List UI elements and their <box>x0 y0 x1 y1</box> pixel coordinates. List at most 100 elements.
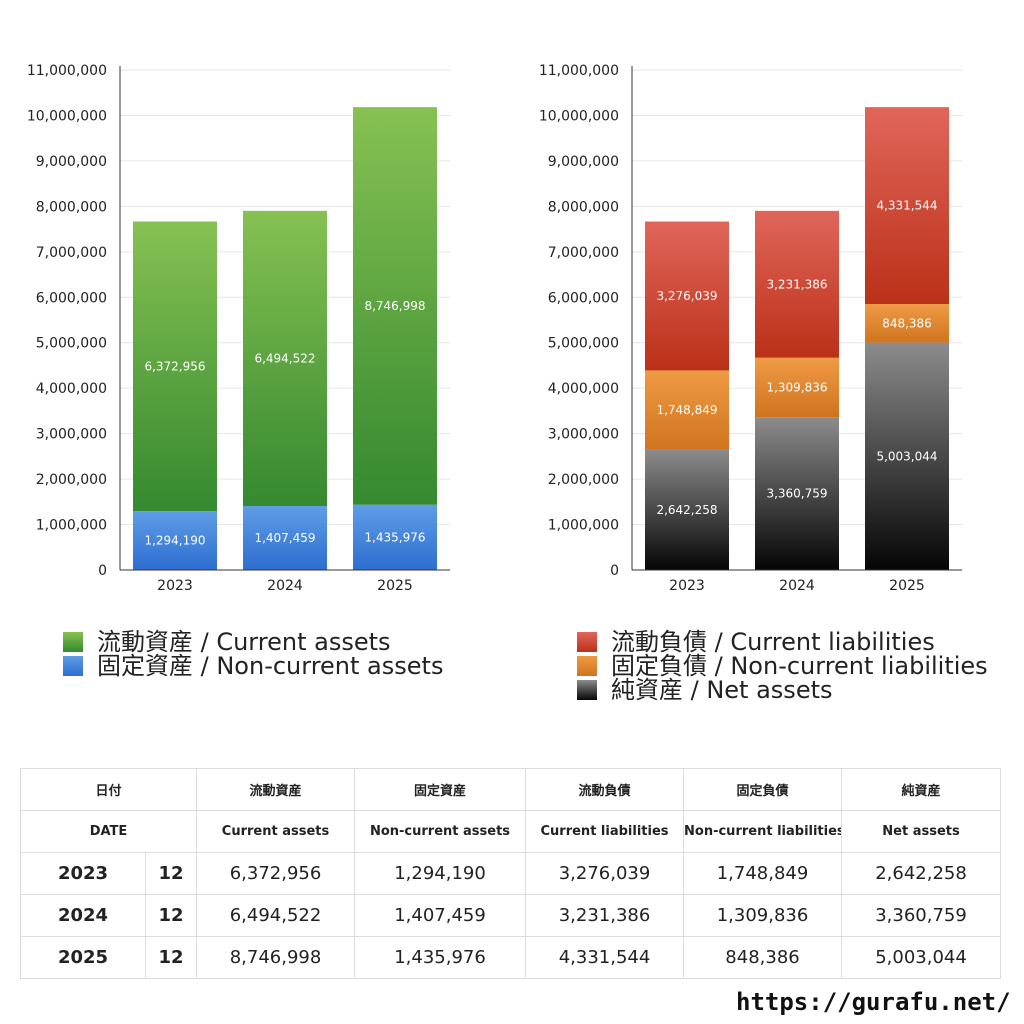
table-row: 2024 12 6,494,522 1,407,459 3,231,386 1,… <box>20 894 1002 937</box>
row-non-current-liabilities: 848,386 <box>683 936 843 979</box>
data-label-non-current-assets-2025: 1,435,976 <box>364 530 425 544</box>
legend-swatch-current-liabilities <box>577 632 597 652</box>
row-year: 2024 <box>20 894 146 937</box>
y-tick-label: 8,000,000 <box>548 199 619 215</box>
row-current-assets: 6,494,522 <box>196 894 356 937</box>
y-tick-label: 8,000,000 <box>36 199 107 215</box>
data-label-current-assets-2024: 6,494,522 <box>254 351 315 365</box>
y-tick-label: 7,000,000 <box>548 245 619 261</box>
table-row: 2023 12 6,372,956 1,294,190 3,276,039 1,… <box>20 852 1002 895</box>
row-year: 2025 <box>20 936 146 979</box>
header-current-assets-jp: 流動資産 <box>196 768 356 811</box>
legend-item-net-assets: 純資産 / Net assets <box>577 678 988 702</box>
legend-item-current-assets: 流動資産 / Current assets <box>63 630 443 654</box>
y-tick-label: 3,000,000 <box>548 427 619 443</box>
legend-label-net-assets: 純資産 / Net assets <box>611 676 833 704</box>
y-tick-label: 0 <box>610 563 619 579</box>
row-current-assets: 6,372,956 <box>196 852 356 895</box>
y-tick-label: 10,000,000 <box>27 108 107 124</box>
table-header-en: DATE Current assets Non-current assets C… <box>19 810 1002 853</box>
bar-current-liabilities-2023 <box>645 221 729 371</box>
row-non-current-liabilities: 1,748,849 <box>683 852 843 895</box>
y-tick-label: 2,000,000 <box>548 472 619 488</box>
data-label-current-assets-2023: 6,372,956 <box>144 359 205 373</box>
legend-label-non-current-liabilities: 固定負債 / Non-current liabilities <box>611 652 988 680</box>
y-tick-label: 7,000,000 <box>36 245 107 261</box>
row-month: 12 <box>144 936 198 979</box>
y-tick-label: 6,000,000 <box>36 290 107 306</box>
y-tick-label: 0 <box>98 563 107 579</box>
header-date-en: DATE <box>19 810 198 853</box>
y-tick-label: 11,000,000 <box>539 63 619 79</box>
row-non-current-liabilities: 1,309,836 <box>683 894 843 937</box>
bar-net-assets-2023 <box>645 449 729 570</box>
header-current-liabilities-en: Current liabilities <box>525 810 685 853</box>
legend-item-non-current-assets: 固定資産 / Non-current assets <box>63 654 443 678</box>
legend-label-current-liabilities: 流動負債 / Current liabilities <box>611 628 935 656</box>
row-current-liabilities: 3,231,386 <box>525 894 685 937</box>
row-current-assets: 8,746,998 <box>196 936 356 979</box>
x-tick-label: 2025 <box>889 578 925 594</box>
data-label-net-assets-2023: 2,642,258 <box>656 503 717 517</box>
legend-item-current-liabilities: 流動負債 / Current liabilities <box>577 630 988 654</box>
data-label-current-liabilities-2023: 3,276,039 <box>656 289 717 303</box>
y-tick-label: 5,000,000 <box>36 336 107 352</box>
legend-label-non-current-assets: 固定資産 / Non-current assets <box>97 652 444 680</box>
x-tick-label: 2023 <box>669 578 705 594</box>
bar-current-assets-2024 <box>243 210 327 507</box>
row-net-assets: 3,360,759 <box>841 894 1002 937</box>
bar-non-current-liabilities-2025 <box>865 304 949 343</box>
data-label-net-assets-2024: 3,360,759 <box>766 487 827 501</box>
x-tick-label: 2023 <box>157 578 193 594</box>
y-tick-label: 9,000,000 <box>36 154 107 170</box>
bar-net-assets-2025 <box>865 342 949 570</box>
legend-swatch-non-current-liabilities <box>577 656 597 676</box>
row-non-current-assets: 1,435,976 <box>354 936 527 979</box>
legend-label-current-assets: 流動資産 / Current assets <box>97 628 391 656</box>
y-tick-label: 4,000,000 <box>36 381 107 397</box>
row-current-liabilities: 4,331,544 <box>525 936 685 979</box>
y-tick-label: 10,000,000 <box>539 108 619 124</box>
bar-current-liabilities-2025 <box>865 107 949 305</box>
site-url: https://gurafu.net/ <box>736 988 1011 1016</box>
row-non-current-assets: 1,407,459 <box>354 894 527 937</box>
data-label-non-current-liabilities-2025: 848,386 <box>882 316 932 330</box>
legend-item-non-current-liabilities: 固定負債 / Non-current liabilities <box>577 654 988 678</box>
legend-swatch-non-current-assets <box>63 656 83 676</box>
x-tick-label: 2025 <box>377 578 413 594</box>
assets-legend: 流動資産 / Current assets 固定資産 / Non-current… <box>63 630 443 678</box>
liabilities-chart: 0 1,000,000 2,000,000 3,000,000 4,000,000 5,0… <box>539 63 962 594</box>
data-label-current-assets-2025: 8,746,998 <box>364 299 425 313</box>
header-current-liabilities-jp: 流動負債 <box>525 768 685 811</box>
legend-swatch-current-assets <box>63 632 83 652</box>
row-non-current-assets: 1,294,190 <box>354 852 527 895</box>
liabilities-legend: 流動負債 / Current liabilities 固定負債 / Non-cu… <box>577 630 988 702</box>
y-tick-label: 6,000,000 <box>548 290 619 306</box>
bar-non-current-liabilities-2024 <box>755 357 839 418</box>
header-non-current-assets-en: Non-current assets <box>354 810 527 853</box>
legend-swatch-net-assets <box>577 680 597 700</box>
data-label-current-liabilities-2025: 4,331,544 <box>876 199 937 213</box>
y-tick-label: 9,000,000 <box>548 154 619 170</box>
row-month: 12 <box>144 852 198 895</box>
header-non-current-assets-jp: 固定資産 <box>354 768 527 811</box>
y-tick-label: 5,000,000 <box>548 336 619 352</box>
row-net-assets: 5,003,044 <box>841 936 1002 979</box>
bar-current-assets-2023 <box>133 221 217 512</box>
assets-chart: 0 1,000,000 2,000,000 3,000,000 4,000,000 5,0… <box>27 63 450 594</box>
bar-current-assets-2025 <box>353 107 437 505</box>
table-row: 2025 12 8,746,998 1,435,976 4,331,544 84… <box>20 936 1002 979</box>
data-label-non-current-liabilities-2024: 1,309,836 <box>766 380 827 394</box>
table-header-jp: 日付 流動資産 固定資産 流動負債 固定負債 純資産 <box>19 768 1002 811</box>
data-label-non-current-assets-2024: 1,407,459 <box>254 531 315 545</box>
y-tick-label: 2,000,000 <box>36 472 107 488</box>
y-tick-label: 11,000,000 <box>27 63 107 79</box>
header-net-assets-jp: 純資産 <box>841 768 1002 811</box>
header-non-current-liabilities-en: Non-current liabilities <box>683 810 843 853</box>
y-tick-label: 4,000,000 <box>548 381 619 397</box>
data-table: 日付 流動資産 固定資産 流動負債 固定負債 純資産 DATE Current … <box>19 768 1002 979</box>
y-tick-label: 1,000,000 <box>548 518 619 534</box>
header-date-jp: 日付 <box>19 768 198 811</box>
bar-net-assets-2024 <box>755 417 839 570</box>
data-label-non-current-liabilities-2023: 1,748,849 <box>656 403 717 417</box>
